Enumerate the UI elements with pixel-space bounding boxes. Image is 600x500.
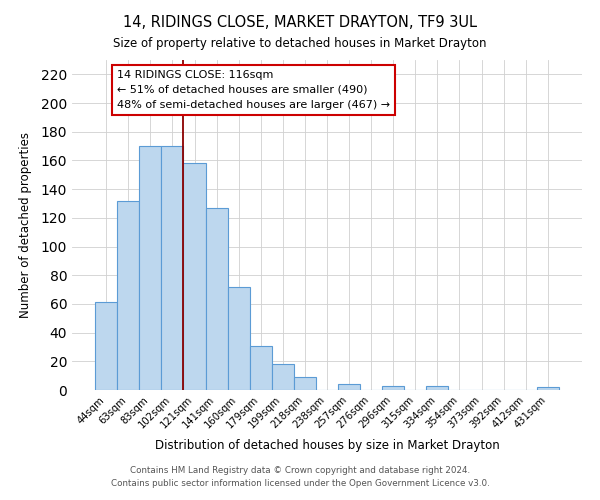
Bar bbox=[272, 364, 294, 390]
Text: Contains HM Land Registry data © Crown copyright and database right 2024.
Contai: Contains HM Land Registry data © Crown c… bbox=[110, 466, 490, 487]
Bar bbox=[250, 346, 272, 390]
Bar bbox=[184, 164, 206, 390]
Y-axis label: Number of detached properties: Number of detached properties bbox=[19, 132, 32, 318]
Bar bbox=[95, 302, 117, 390]
Bar bbox=[161, 146, 184, 390]
Bar bbox=[139, 146, 161, 390]
Text: Size of property relative to detached houses in Market Drayton: Size of property relative to detached ho… bbox=[113, 38, 487, 51]
Text: 14 RIDINGS CLOSE: 116sqm
← 51% of detached houses are smaller (490)
48% of semi-: 14 RIDINGS CLOSE: 116sqm ← 51% of detach… bbox=[117, 70, 391, 110]
Bar bbox=[206, 208, 227, 390]
Bar bbox=[537, 387, 559, 390]
Bar bbox=[117, 200, 139, 390]
Text: 14, RIDINGS CLOSE, MARKET DRAYTON, TF9 3UL: 14, RIDINGS CLOSE, MARKET DRAYTON, TF9 3… bbox=[123, 15, 477, 30]
Bar bbox=[382, 386, 404, 390]
Bar bbox=[427, 386, 448, 390]
Bar bbox=[294, 377, 316, 390]
Bar bbox=[227, 286, 250, 390]
X-axis label: Distribution of detached houses by size in Market Drayton: Distribution of detached houses by size … bbox=[155, 439, 499, 452]
Bar bbox=[338, 384, 360, 390]
